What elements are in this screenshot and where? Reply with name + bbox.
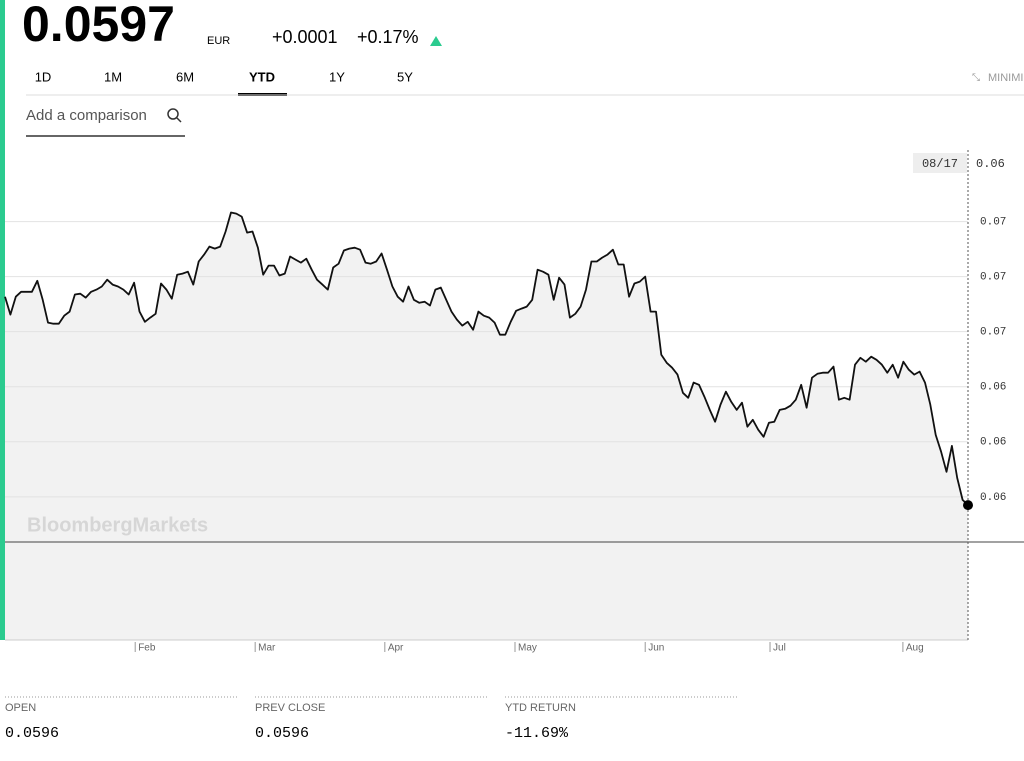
tab[interactable]: 1D	[35, 69, 52, 84]
tabs: 1D 1M 6M YTD 1Y 5Y	[35, 69, 413, 96]
y-tick-label: 0.06	[980, 382, 1006, 394]
change: +0.0001	[272, 27, 338, 47]
x-tick-label: Feb	[138, 643, 156, 654]
y-tick-label: 0.06	[980, 437, 1006, 449]
minimize[interactable]: MINIMI	[988, 72, 1023, 84]
y-tick-label: 0.07	[980, 216, 1006, 228]
area	[5, 212, 968, 640]
tab[interactable]: YTD	[249, 69, 275, 84]
y-tick-label: 0.07	[980, 272, 1006, 284]
y-tick-label: 0.06	[980, 492, 1006, 504]
stat-label: PREV CLOSE	[255, 702, 325, 714]
hover-date-box	[913, 153, 967, 173]
tab[interactable]: 6M	[176, 69, 194, 84]
search-icon[interactable]	[167, 108, 179, 120]
stat-value: 0.0596	[255, 725, 309, 742]
minimize-icon[interactable]: ⤡	[972, 73, 980, 84]
up-arrow	[430, 36, 442, 46]
change-pct: +0.17%	[357, 27, 419, 47]
search-placeholder[interactable]: Add a comparison	[26, 107, 147, 124]
search-icon-handle	[176, 117, 182, 123]
price: 0.0597	[22, 0, 175, 52]
currency: EUR	[207, 35, 230, 47]
hover-date: 08/17	[922, 157, 958, 171]
stats: OPEN 0.0596 PREV CLOSE 0.0596 YTD RETURN -11.…	[5, 696, 737, 742]
x-tick-label: Jul	[773, 643, 786, 654]
x-tick-label: Aug	[906, 643, 924, 654]
x-tick-label: Jun	[648, 643, 664, 654]
hover-value: 0.06	[976, 157, 1005, 171]
price-line	[4, 211, 969, 506]
stat-label: OPEN	[5, 702, 36, 714]
y-tick-label: 0.07	[980, 327, 1006, 339]
last-point	[963, 500, 973, 511]
stat-label: YTD RETURN	[505, 702, 576, 714]
x-tick-label: Mar	[258, 643, 276, 654]
x-tick-label: Apr	[388, 643, 404, 654]
tab[interactable]: 5Y	[397, 69, 413, 84]
chart: 0.06 0.06 0.06 0.07 0.07 0.07 BloombergMarkets…	[4, 150, 1024, 654]
stat-value: 0.0596	[5, 725, 59, 742]
tab[interactable]: 1M	[104, 69, 122, 84]
tab[interactable]: 1Y	[329, 69, 345, 84]
accent-bar	[0, 0, 5, 640]
watermark: BloombergMarkets	[27, 514, 208, 536]
stat-value: -11.69%	[505, 725, 569, 742]
x-tick-label: May	[518, 643, 537, 654]
